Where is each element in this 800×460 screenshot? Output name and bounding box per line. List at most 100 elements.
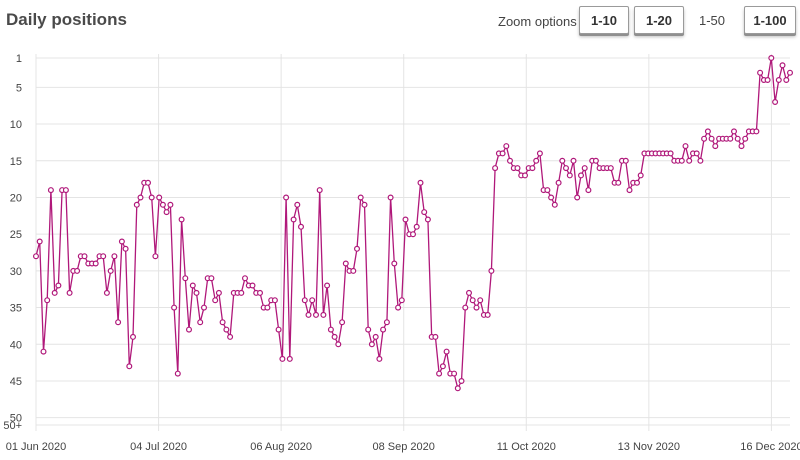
- data-point: [667, 150, 674, 157]
- data-point: [290, 216, 297, 223]
- y-tick-label: 25: [10, 229, 22, 241]
- data-point: [570, 157, 577, 164]
- data-point: [697, 157, 704, 164]
- data-point: [443, 348, 450, 355]
- data-point: [734, 135, 741, 142]
- data-point: [62, 187, 69, 194]
- page-title: Daily positions: [6, 10, 127, 29]
- data-point: [148, 194, 155, 201]
- data-point: [320, 311, 327, 318]
- data-point: [152, 253, 159, 260]
- data-point: [327, 326, 334, 333]
- data-point: [156, 194, 163, 201]
- data-point: [55, 282, 62, 289]
- data-point: [581, 165, 588, 172]
- data-point: [380, 326, 387, 333]
- data-point: [738, 143, 745, 150]
- data-point: [577, 172, 584, 179]
- x-tick-label: 08 Sep 2020: [373, 441, 435, 453]
- x-tick-label: 11 Oct 2020: [497, 441, 556, 453]
- data-point: [111, 253, 118, 260]
- data-point: [395, 304, 402, 311]
- data-point: [451, 370, 458, 377]
- data-point: [529, 165, 536, 172]
- data-point: [421, 209, 428, 216]
- data-point: [193, 289, 200, 296]
- data-point: [592, 157, 599, 164]
- zoom-button-1-20[interactable]: 1-20: [634, 6, 684, 34]
- data-point: [768, 54, 775, 61]
- data-point: [32, 253, 39, 260]
- y-tick-label: 20: [10, 192, 22, 204]
- y-tick-label: 50: [10, 413, 22, 425]
- data-point: [521, 172, 528, 179]
- x-tick-label: 01 Jun 2020: [6, 441, 67, 453]
- data-point: [74, 267, 81, 274]
- data-point: [466, 289, 473, 296]
- data-point: [163, 209, 170, 216]
- data-point: [469, 297, 476, 304]
- data-point: [757, 69, 764, 76]
- data-point: [622, 157, 629, 164]
- x-axis: 01 Jun 2020 04 Jul 2020 06 Aug 2020 08 Sep …: [6, 441, 800, 453]
- data-point: [492, 165, 499, 172]
- zoom-button-1-50[interactable]: 1-50: [698, 12, 726, 28]
- data-point: [201, 304, 208, 311]
- data-point: [126, 363, 133, 370]
- data-point: [145, 179, 152, 186]
- data-point: [372, 333, 379, 340]
- zoom-options-label: Zoom options: [498, 14, 577, 29]
- data-point: [167, 201, 174, 208]
- data-point: [107, 267, 114, 274]
- data-point: [350, 267, 357, 274]
- data-point: [294, 201, 301, 208]
- data-point: [753, 128, 760, 135]
- zoom-button-1-100[interactable]: 1-100: [744, 6, 796, 34]
- data-point: [122, 245, 129, 252]
- data-point: [488, 267, 495, 274]
- data-point: [786, 69, 793, 76]
- data-point: [424, 216, 431, 223]
- zoom-button-1-10[interactable]: 1-10: [579, 6, 629, 34]
- data-point: [365, 326, 372, 333]
- data-point: [40, 348, 47, 355]
- data-point: [555, 179, 562, 186]
- data-point: [130, 333, 137, 340]
- y-tick-label: 30: [10, 266, 22, 278]
- y-tick-label: 40: [10, 339, 22, 351]
- data-point: [376, 355, 383, 362]
- data-point: [189, 282, 196, 289]
- data-point: [704, 128, 711, 135]
- data-point: [36, 238, 43, 245]
- data-point: [133, 201, 140, 208]
- data-point: [514, 165, 521, 172]
- y-tick-label: 35: [10, 303, 22, 315]
- chart-grid: [35, 54, 790, 431]
- data-point: [383, 319, 390, 326]
- data-point: [712, 143, 719, 150]
- data-point: [391, 260, 398, 267]
- data-point: [607, 165, 614, 172]
- data-point: [775, 76, 782, 83]
- data-point: [637, 172, 644, 179]
- data-point: [536, 150, 543, 157]
- data-point: [51, 289, 58, 296]
- data-point: [454, 385, 461, 392]
- data-point: [238, 289, 245, 296]
- data-point: [432, 333, 439, 340]
- data-point: [708, 135, 715, 142]
- data-point: [458, 378, 465, 385]
- data-point: [439, 363, 446, 370]
- data-point: [499, 150, 506, 157]
- data-point: [548, 194, 555, 201]
- data-point: [701, 135, 708, 142]
- data-point: [298, 223, 305, 230]
- data-point: [559, 157, 566, 164]
- data-point: [212, 297, 219, 304]
- y-tick-label: 10: [10, 119, 22, 131]
- y-tick-label: 45: [10, 376, 22, 388]
- data-point: [118, 238, 125, 245]
- data-point: [249, 282, 256, 289]
